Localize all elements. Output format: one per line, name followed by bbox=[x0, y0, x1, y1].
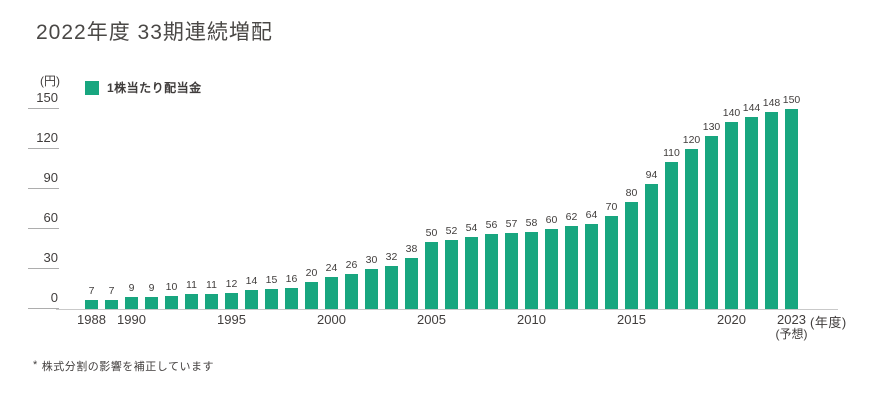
x-tick-1990: 1990 bbox=[117, 312, 146, 327]
bar-2017 bbox=[665, 162, 678, 309]
bar-value-1994: 11 bbox=[206, 279, 217, 291]
bar-value-1996: 14 bbox=[245, 275, 258, 287]
bar-1989 bbox=[105, 300, 118, 309]
bar-2003 bbox=[385, 266, 398, 309]
x-tick-2015: 2015 bbox=[617, 312, 646, 327]
bar-2007 bbox=[465, 237, 478, 309]
bar-1993 bbox=[185, 294, 198, 309]
footnote-marker: * bbox=[33, 359, 38, 371]
bar-2012 bbox=[565, 226, 578, 309]
bar-value-2018: 120 bbox=[682, 134, 701, 146]
bar-value-1992: 10 bbox=[165, 281, 178, 293]
bar-value-2021: 144 bbox=[742, 102, 761, 114]
bar-2002 bbox=[365, 269, 378, 309]
bar-value-1998: 16 bbox=[285, 273, 298, 285]
bar-value-2014: 70 bbox=[605, 201, 618, 213]
bar-value-2004: 38 bbox=[405, 243, 418, 255]
bar-2011 bbox=[545, 229, 558, 309]
bar-2008 bbox=[485, 234, 498, 309]
bar-2018 bbox=[685, 149, 698, 309]
footnote-text: 株式分割の影響を補正しています bbox=[41, 361, 214, 373]
bar-value-1997: 15 bbox=[265, 274, 278, 286]
bar-1997 bbox=[265, 289, 278, 309]
legend-label: 1株当たり配当金 bbox=[107, 81, 202, 95]
bar-value-2002: 30 bbox=[365, 254, 378, 266]
bar-2010 bbox=[525, 232, 538, 309]
bar-1996 bbox=[245, 290, 258, 309]
x-tick-2010: 2010 bbox=[517, 312, 546, 327]
bar-value-1990: 9 bbox=[128, 282, 135, 294]
bar-value-2005: 50 bbox=[425, 227, 438, 239]
bar-value-2012: 62 bbox=[565, 211, 578, 223]
bar-value-1993: 11 bbox=[186, 279, 197, 291]
bar-1990 bbox=[125, 297, 138, 309]
bar-value-2017: 110 bbox=[663, 147, 680, 159]
y-axis-unit-label: (円) bbox=[40, 74, 60, 88]
bar-2004 bbox=[405, 258, 418, 309]
bar-value-1999: 20 bbox=[305, 267, 318, 279]
bar-2016 bbox=[645, 184, 658, 309]
x-tick-sublabel: (予想) bbox=[775, 327, 808, 341]
bar-value-2006: 52 bbox=[445, 225, 458, 237]
bar-value-2007: 54 bbox=[465, 222, 478, 234]
bar-value-2010: 58 bbox=[525, 217, 538, 229]
bar-value-2022: 148 bbox=[762, 97, 781, 109]
x-axis-line bbox=[56, 309, 838, 310]
bar-2019 bbox=[705, 136, 718, 309]
bar-value-2015: 80 bbox=[625, 187, 638, 199]
footnote: * 株式分割の影響を補正しています bbox=[33, 358, 214, 374]
bar-1998 bbox=[285, 288, 298, 309]
bar-1999 bbox=[305, 282, 318, 309]
bar-value-2008: 56 bbox=[485, 219, 498, 231]
bar-1992 bbox=[165, 296, 178, 309]
legend-swatch bbox=[85, 80, 99, 95]
y-tick-30: 30 bbox=[28, 249, 59, 269]
bar-2006 bbox=[445, 240, 458, 309]
bar-2023 bbox=[785, 109, 798, 309]
x-tick-2005: 2005 bbox=[417, 312, 446, 327]
bar-value-2003: 32 bbox=[385, 251, 398, 263]
bar-value-2019: 130 bbox=[702, 121, 721, 133]
bar-1995 bbox=[225, 293, 238, 309]
bar-1994 bbox=[205, 294, 218, 309]
bar-2013 bbox=[585, 224, 598, 309]
bar-2009 bbox=[505, 233, 518, 309]
bar-2022 bbox=[765, 112, 778, 309]
bar-value-2009: 57 bbox=[505, 218, 518, 230]
bar-1988 bbox=[85, 300, 98, 309]
bar-value-1989: 7 bbox=[108, 285, 115, 297]
bar-value-1995: 12 bbox=[225, 278, 238, 290]
bar-2001 bbox=[345, 274, 358, 309]
bar-value-2020: 140 bbox=[722, 107, 741, 119]
bar-value-2023: 150 bbox=[782, 94, 801, 106]
bar-value-1991: 9 bbox=[148, 282, 155, 294]
bar-value-2001: 26 bbox=[345, 259, 358, 271]
x-tick-2023: 2023 (予想) bbox=[768, 312, 816, 341]
bar-2020 bbox=[725, 122, 738, 309]
y-tick-60: 60 bbox=[28, 209, 59, 229]
bar-2000 bbox=[325, 277, 338, 309]
y-tick-90: 90 bbox=[28, 169, 59, 189]
y-tick-150: 150 bbox=[28, 89, 59, 109]
chart-legend: 1株当たり配当金 bbox=[85, 79, 202, 96]
x-tick-2020: 2020 bbox=[717, 312, 746, 327]
page-title: 2022年度 33期連続増配 bbox=[36, 21, 273, 44]
bar-1991 bbox=[145, 297, 158, 309]
x-tick-2000: 2000 bbox=[317, 312, 346, 327]
bar-2014 bbox=[605, 216, 618, 309]
bar-value-2011: 60 bbox=[545, 214, 558, 226]
x-axis-unit-label: (年度) bbox=[810, 315, 847, 330]
x-tick-1988: 1988 bbox=[77, 312, 106, 327]
bar-value-2000: 24 bbox=[325, 262, 338, 274]
y-tick-120: 120 bbox=[28, 129, 59, 149]
bar-2015 bbox=[625, 202, 638, 309]
y-tick-0: 0 bbox=[28, 289, 59, 309]
bar-value-2016: 94 bbox=[645, 169, 658, 181]
bar-2005 bbox=[425, 242, 438, 309]
bar-value-2013: 64 bbox=[585, 209, 598, 221]
bar-value-1988: 7 bbox=[88, 285, 95, 297]
bar-2021 bbox=[745, 117, 758, 309]
x-tick-1995: 1995 bbox=[217, 312, 246, 327]
